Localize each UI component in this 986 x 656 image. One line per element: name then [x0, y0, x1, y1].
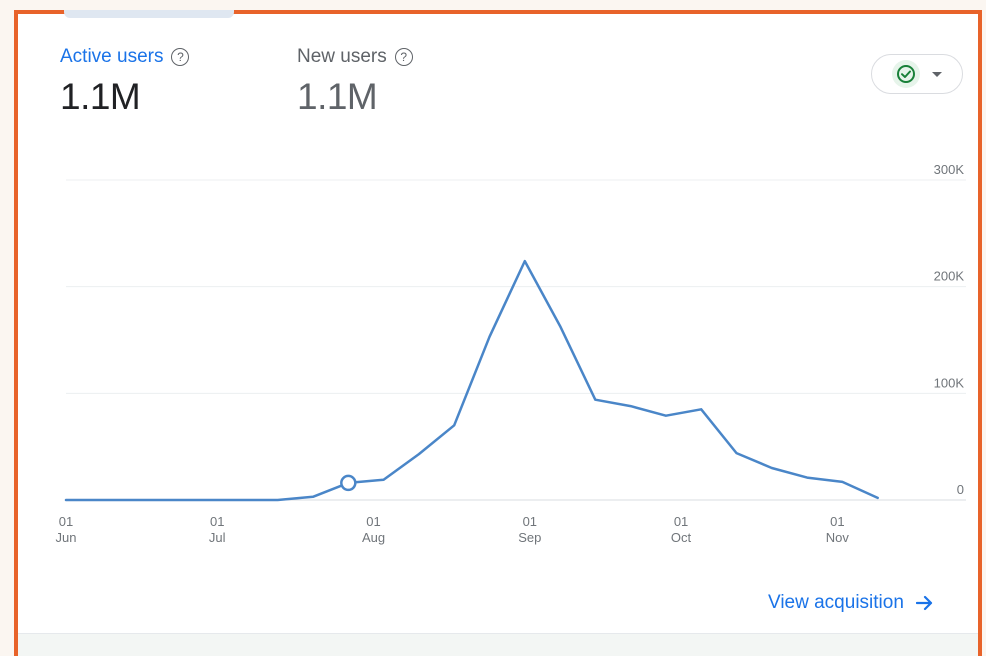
new-users-value: 1.1M	[297, 76, 378, 117]
data-point	[170, 498, 174, 502]
data-point	[664, 414, 668, 418]
data-point	[699, 407, 703, 411]
x-tick-month: Jun	[56, 530, 77, 545]
data-point	[417, 452, 421, 456]
x-tick-day: 01	[210, 514, 224, 529]
check-circle-icon	[892, 60, 920, 88]
data-point	[240, 498, 244, 502]
view-acquisition-label: View acquisition	[768, 592, 904, 613]
data-point	[523, 259, 527, 263]
active-users-label: Active users	[60, 46, 164, 67]
data-point	[276, 498, 280, 502]
data-point	[382, 478, 386, 482]
metric-new-users[interactable]: New users ? 1.1M	[297, 46, 413, 118]
data-point	[487, 335, 491, 339]
data-point	[735, 451, 739, 455]
x-tick-month: Nov	[826, 530, 850, 545]
x-tick-day: 01	[674, 514, 688, 529]
users-overview-card: Active users ? 1.1M New users ? 1.1M 300…	[14, 10, 982, 656]
data-point	[311, 495, 315, 499]
compare-dropdown-button[interactable]	[871, 54, 963, 94]
view-acquisition-link[interactable]: View acquisition	[768, 592, 934, 614]
card-footer	[18, 633, 978, 656]
new-users-label: New users	[297, 46, 387, 67]
data-point	[205, 498, 209, 502]
x-tick-month: Sep	[518, 530, 541, 545]
x-tick-month: Oct	[671, 530, 692, 545]
series-line	[64, 259, 879, 502]
data-point	[629, 404, 633, 408]
data-point	[64, 498, 68, 502]
data-point	[876, 496, 880, 500]
x-tick-day: 01	[366, 514, 380, 529]
caret-down-icon	[932, 71, 942, 77]
metric-active-users[interactable]: Active users ? 1.1M	[60, 46, 190, 118]
data-point	[805, 476, 809, 480]
x-tick-day: 01	[830, 514, 844, 529]
active-users-value: 1.1M	[60, 76, 141, 117]
data-point	[452, 423, 456, 427]
y-tick-label: 300K	[934, 162, 965, 177]
y-tick-label: 200K	[934, 269, 965, 284]
active-users-line-chart: 300K200K100K001Jun01Jul01Aug01Sep01Oct01…	[56, 162, 966, 545]
x-tick-day: 01	[59, 514, 73, 529]
y-tick-label: 100K	[934, 375, 965, 390]
data-point	[558, 324, 562, 328]
data-point	[99, 498, 103, 502]
data-point	[135, 498, 139, 502]
data-point	[593, 398, 597, 402]
data-point	[770, 466, 774, 470]
x-tick-month: Jul	[209, 530, 226, 545]
data-point	[840, 480, 844, 484]
arrow-right-icon	[915, 595, 933, 611]
y-tick-label: 0	[957, 482, 964, 497]
help-icon[interactable]: ?	[394, 48, 413, 66]
card-tab-indicator	[64, 10, 234, 18]
help-icon[interactable]: ?	[171, 48, 190, 66]
highlighted-data-point	[340, 474, 357, 492]
x-tick-day: 01	[523, 514, 537, 529]
x-tick-month: Aug	[362, 530, 385, 545]
